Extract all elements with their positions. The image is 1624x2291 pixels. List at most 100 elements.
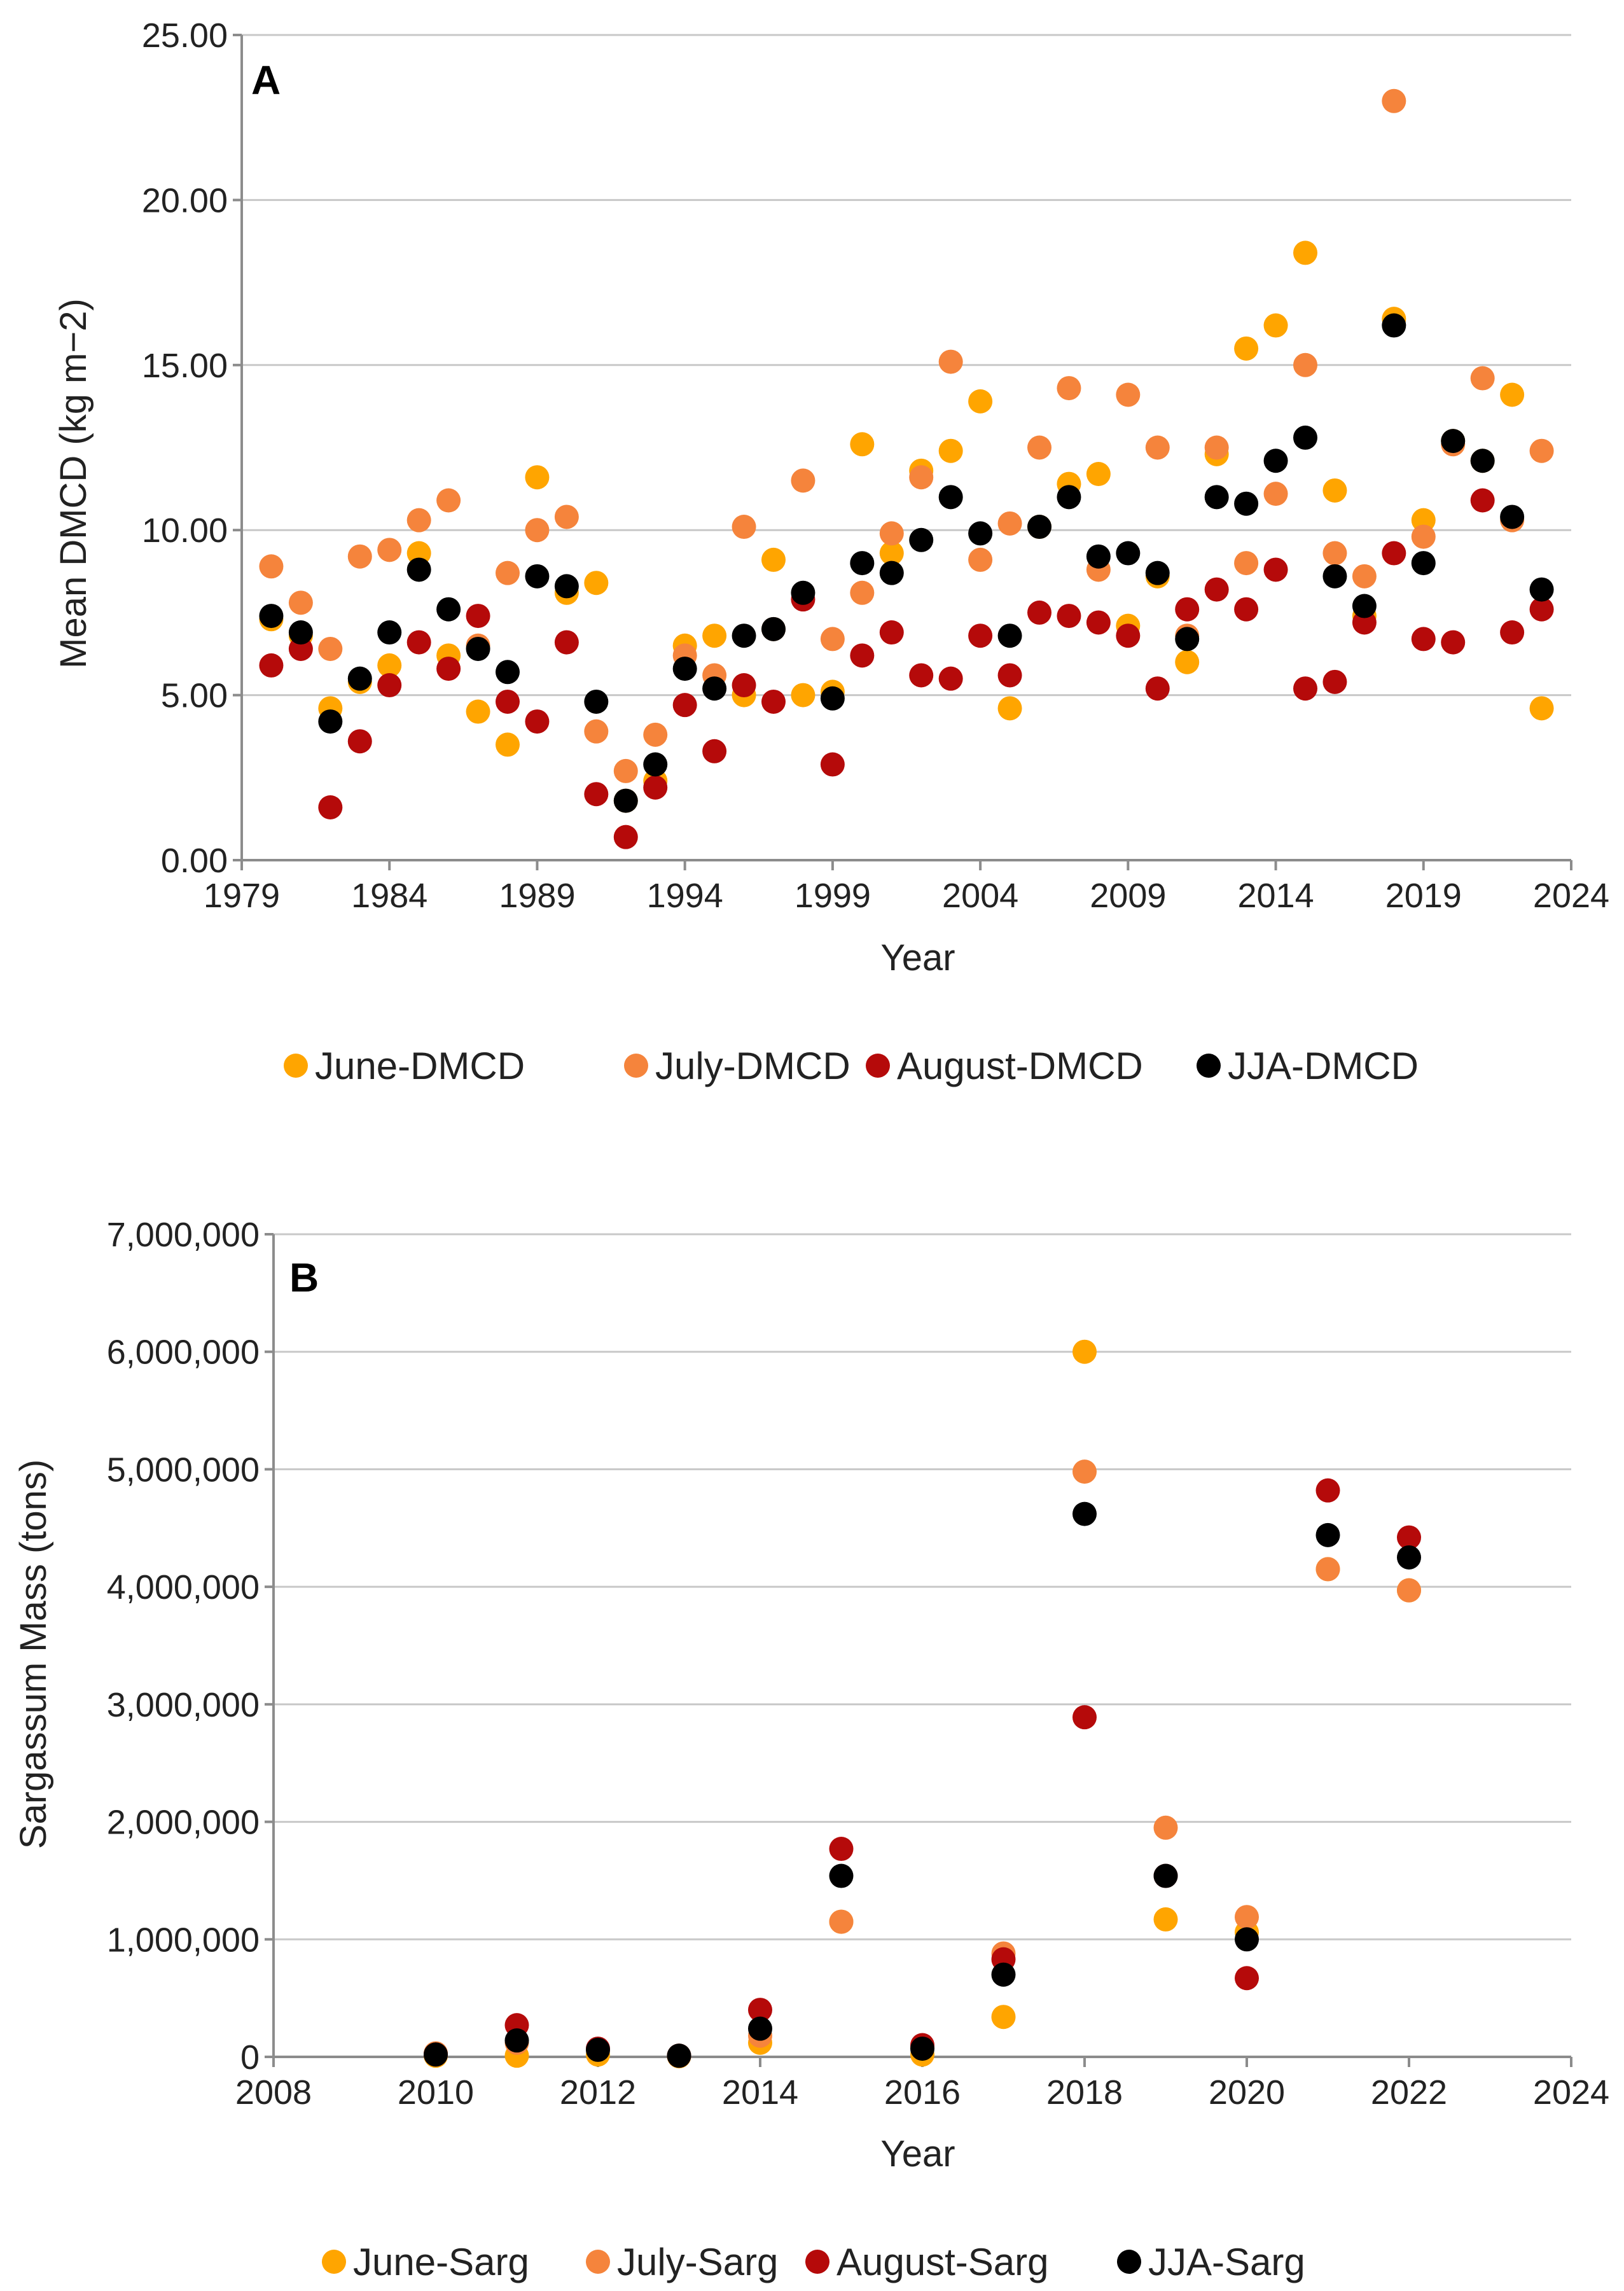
data-point [406,630,431,655]
data-point [1234,551,1259,576]
y-tick-label: 5,000,000 [107,1451,260,1489]
panel-b-y-axis-label: Sargassum Mass (tons) [13,1459,54,1849]
x-tick-label: 1999 [795,877,871,915]
x-tick-label: 2024 [1533,877,1609,915]
data-point [584,571,609,595]
data-point [259,604,284,629]
x-tick-label: 2009 [1090,877,1166,915]
data-point [991,2005,1016,2030]
y-tick-label: 1,000,000 [107,1921,260,1959]
data-point [584,782,609,807]
panel-b-letter: B [289,1255,319,1300]
data-point [1072,1705,1097,1730]
data-point [406,557,431,582]
data-point [1235,1966,1259,1991]
data-point [1235,1927,1259,1952]
data-point [1500,620,1525,645]
data-point [1529,577,1554,602]
data-point [1293,425,1317,450]
data-point [1204,435,1229,460]
data-point [1315,1522,1340,1547]
data-point [702,676,727,701]
data-point [1397,1545,1421,1570]
x-tick-label: 2018 [1046,2073,1123,2112]
data-point [1145,435,1170,460]
x-tick-label: 2014 [1237,877,1314,915]
data-point [525,518,550,543]
data-point [318,709,343,734]
series-jja-sarg [424,1501,1421,2068]
data-point [1027,600,1051,625]
data-point [1263,313,1288,338]
data-point [1293,240,1317,265]
data-point [820,627,845,651]
data-point [1382,541,1406,566]
y-tick-label: 15.00 [142,347,228,385]
data-point [554,505,579,529]
data-point [1145,676,1170,701]
legend-entry: June-Sarg [353,2241,529,2283]
data-point [1072,1459,1097,1484]
data-point [554,574,579,599]
legend-marker [284,1054,308,1078]
data-point [1315,1557,1340,1582]
panel-a-gridlines [242,34,1571,697]
x-tick-label: 2010 [398,2073,474,2112]
data-point [436,488,461,513]
data-point [259,554,284,579]
data-point [525,709,550,734]
x-tick-label: 1994 [647,877,723,915]
data-point [672,657,697,681]
data-point [496,732,520,757]
data-point [1086,462,1111,487]
data-point [879,561,904,585]
data-point [820,686,845,711]
panel-b-legend: June-Sarg July-Sarg August-Sarg JJA-Sarg [322,2241,1305,2283]
legend-entry: August-DMCD [897,1045,1143,1087]
y-tick-label: 2,000,000 [107,1804,260,1842]
data-point [1322,478,1347,503]
data-point [997,696,1022,721]
data-point [732,515,756,540]
panel-b-axes [265,1233,1572,2067]
data-point [732,673,756,698]
data-point [702,739,727,763]
data-point [1411,627,1436,651]
data-point [318,795,343,819]
data-point [1086,544,1111,569]
data-point [466,604,490,629]
data-point [1234,597,1259,622]
series-august-sarg [424,1478,1421,2068]
data-point [347,544,372,569]
data-point [1234,491,1259,516]
data-point [613,825,638,849]
x-tick-label: 2024 [1533,2073,1609,2112]
data-point [1352,594,1377,618]
data-point [347,666,372,691]
data-point [259,653,284,678]
x-tick-label: 1989 [499,877,575,915]
data-point [909,663,934,688]
data-point [791,468,815,493]
series-june-dmcd [259,240,1554,813]
data-point [1470,488,1495,513]
data-point [1411,551,1436,576]
data-point [732,623,756,648]
data-point [1116,541,1141,566]
y-tick-label: 6,000,000 [107,1334,260,1372]
data-point [1322,669,1347,694]
panel-a-x-tick-labels: 1979 1984 1989 1994 1999 2004 2009 2014 2019 2024 [204,877,1609,915]
y-tick-label: 4,000,000 [107,1568,260,1606]
data-point [496,660,520,685]
data-point [613,758,638,783]
data-point [1382,88,1406,113]
data-point [1263,449,1288,473]
y-tick-label: 5.00 [161,677,228,715]
data-point [347,729,372,754]
y-tick-label: 0 [240,2038,260,2077]
legend-entry: JJA-Sarg [1148,2241,1305,2283]
data-point [318,636,343,661]
data-point [377,620,402,645]
data-point [761,616,786,641]
